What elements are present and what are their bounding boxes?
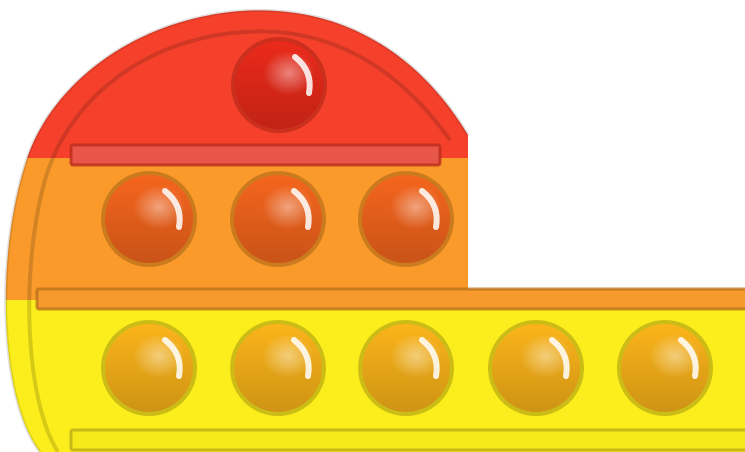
- bubble-highlight: [419, 337, 440, 379]
- yellow-bubble-1[interactable]: [101, 320, 197, 416]
- yellow-bubble-5[interactable]: [617, 320, 713, 416]
- bubble-highlight: [162, 188, 183, 230]
- yellow-bubble-2[interactable]: [230, 320, 326, 416]
- orange-slot: [35, 287, 745, 311]
- board-outer-rim: [4, 8, 470, 452]
- yellow-bubble-4[interactable]: [488, 320, 584, 416]
- bubble-highlight: [678, 337, 699, 379]
- bubble-highlight: [419, 188, 440, 230]
- yellow-slot: [69, 428, 745, 452]
- yellow-bubble-3[interactable]: [358, 320, 454, 416]
- red-bubble-1[interactable]: [231, 37, 327, 133]
- bubble-highlight: [162, 337, 183, 379]
- orange-bubble-1[interactable]: [101, 171, 197, 267]
- board-inner-rim: [27, 29, 452, 452]
- bubble-highlight: [291, 188, 312, 230]
- bubble-grid: [101, 37, 713, 416]
- bubble-highlight: [549, 337, 570, 379]
- bubble-highlight: [291, 337, 312, 379]
- orange-bubble-2[interactable]: [230, 171, 326, 267]
- orange-bubble-3[interactable]: [358, 171, 454, 267]
- bubble-highlight: [292, 54, 313, 96]
- red-slot: [69, 143, 442, 167]
